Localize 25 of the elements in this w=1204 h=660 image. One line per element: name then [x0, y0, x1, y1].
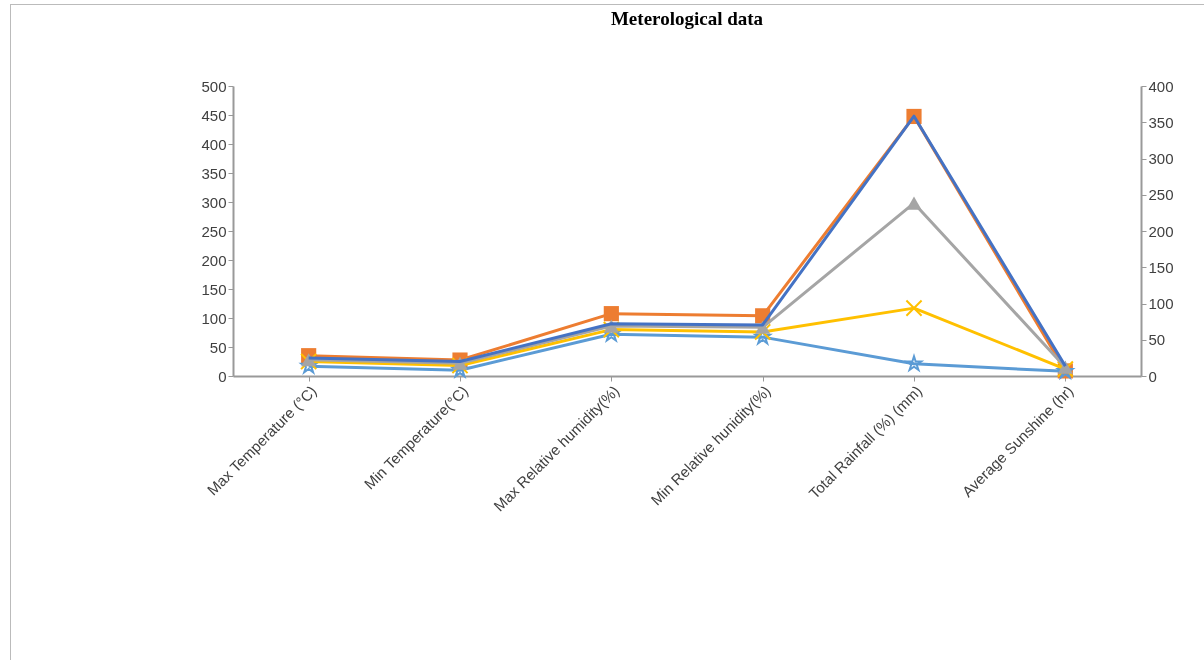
- point: [603, 306, 619, 322]
- point: [906, 196, 922, 210]
- y-tick-label: 450: [201, 106, 227, 124]
- y-tick-label: 50: [209, 338, 227, 356]
- y-tick-label: 200: [201, 251, 227, 269]
- y2-tick-label: 250: [1148, 186, 1174, 204]
- y2-tick-label: 350: [1148, 113, 1174, 131]
- y-tick-label: 350: [201, 164, 227, 182]
- chart-title: Meterological data: [610, 8, 764, 29]
- y-tick-label: 250: [201, 222, 227, 240]
- y2-tick-label: 200: [1148, 222, 1174, 240]
- y-tick-label: 100: [201, 309, 227, 327]
- point: [905, 299, 923, 317]
- y2-tick-label: 0: [1148, 367, 1157, 385]
- y-tick-label: 150: [201, 280, 227, 298]
- y-tick-label: 500: [201, 77, 227, 95]
- y2-tick-label: 400: [1148, 77, 1174, 95]
- y2-tick-label: 300: [1148, 150, 1174, 167]
- y2-tick-label: 100: [1148, 295, 1174, 312]
- y2-tick-label: 150: [1148, 258, 1174, 276]
- y-tick-label: 300: [201, 193, 227, 211]
- point: [905, 355, 923, 371]
- y-tick-label: 400: [201, 135, 227, 153]
- y2-tick-label: 50: [1148, 331, 1166, 349]
- y-tick-label: 0: [218, 367, 227, 385]
